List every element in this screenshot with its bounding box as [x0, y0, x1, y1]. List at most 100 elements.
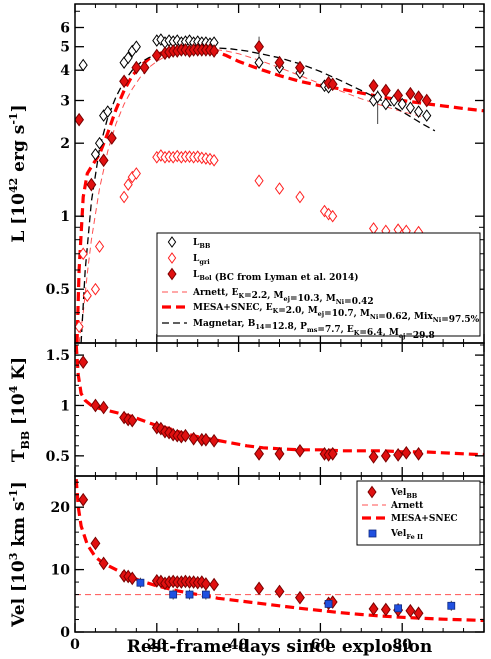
- x-tick-label: 20: [147, 637, 167, 653]
- data-point: [254, 174, 264, 188]
- x-tick-label: 40: [229, 637, 249, 653]
- legend-marker: [167, 236, 177, 248]
- series-0: [78, 355, 424, 464]
- legend-label: LBol (BC from Lyman et al. 2014): [193, 270, 358, 283]
- y-tick-label: 1: [60, 398, 70, 414]
- data-point: [274, 584, 285, 599]
- data-point: [393, 88, 404, 103]
- data-point: [295, 443, 305, 458]
- data-point: [422, 109, 432, 122]
- x-axis-title: Rest-frame days since explosion: [127, 637, 433, 657]
- data-point: [254, 446, 264, 461]
- data-point: [75, 112, 85, 127]
- data-point: [185, 590, 194, 599]
- data-point: [447, 601, 456, 610]
- data-point: [380, 602, 391, 617]
- data-point: [98, 556, 109, 571]
- data-point: [180, 428, 191, 443]
- x-tick-label: 80: [392, 637, 412, 653]
- y-tick-label: 5: [60, 40, 70, 56]
- series-2: [75, 39, 432, 192]
- legend-label: Magnetar, B14=12.8, Pms=7.7, EK=6.4, Mej…: [193, 319, 435, 341]
- x-tick-label: 0: [70, 637, 80, 653]
- data-point: [119, 74, 130, 89]
- data-point: [119, 190, 129, 204]
- data-point: [413, 90, 424, 104]
- data-point: [200, 577, 211, 591]
- data-point: [327, 77, 338, 92]
- data-point: [200, 432, 211, 447]
- data-point: [327, 446, 338, 461]
- data-point: [131, 60, 142, 75]
- panel-velocity: 0 10 20 Vel [103 km s-1] 0 20 40 60 80Rest-frame…: [7, 475, 485, 657]
- legend-marker: [167, 267, 177, 281]
- data-point: [295, 190, 305, 204]
- data-point: [380, 448, 391, 463]
- data-point: [94, 240, 105, 253]
- legend-label: VelFe II: [390, 529, 423, 541]
- data-point: [413, 105, 424, 118]
- data-point: [103, 105, 113, 118]
- plot-area: [75, 344, 484, 464]
- data-point: [151, 48, 162, 63]
- data-point: [90, 398, 101, 413]
- data-point: [123, 178, 133, 191]
- data-point: [413, 606, 424, 621]
- legend-label: LBB: [193, 238, 211, 250]
- data-point: [169, 590, 178, 599]
- data-point: [90, 282, 101, 296]
- data-point: [397, 97, 407, 111]
- data-point: [405, 86, 416, 101]
- data-point: [201, 590, 210, 599]
- data-point: [401, 445, 412, 460]
- data-point: [393, 447, 404, 462]
- data-point: [254, 56, 264, 69]
- data-point: [295, 590, 305, 605]
- data-point: [368, 78, 379, 93]
- data-point: [94, 136, 105, 150]
- series-1: [75, 149, 424, 334]
- y-axis-title: L [1042 erg s-1]: [7, 104, 29, 242]
- data-point: [131, 167, 141, 180]
- legend-box: [356, 480, 481, 546]
- data-point: [78, 58, 88, 72]
- data-point: [274, 446, 285, 461]
- y-tick-label: 0.5: [46, 282, 70, 298]
- legend: LBB Lgri LBol (BC from Lyman et al. 2014) A…: [156, 232, 481, 341]
- y-axis-title: TBB [104 K]: [7, 357, 32, 462]
- data-point: [90, 536, 101, 551]
- data-point: [131, 40, 141, 54]
- model-line-1: [75, 478, 484, 623]
- data-point: [328, 209, 338, 223]
- data-point: [209, 433, 219, 448]
- data-point: [106, 131, 117, 145]
- y-tick-label: 0.5: [46, 449, 70, 465]
- data-point: [405, 603, 416, 618]
- series-1: [136, 578, 456, 613]
- data-point: [381, 97, 391, 111]
- data-point: [127, 571, 138, 586]
- legend-marker: [167, 252, 177, 264]
- data-point: [86, 177, 97, 192]
- data-point: [139, 60, 150, 75]
- legend-label: VelBB: [390, 488, 418, 500]
- data-point: [319, 204, 330, 218]
- legend-box: [156, 232, 481, 337]
- legend-label: Lgri: [193, 254, 210, 266]
- data-point: [188, 431, 199, 446]
- data-point: [421, 93, 432, 108]
- x-tick-label: 60: [311, 637, 331, 653]
- y-tick-label: 4: [60, 63, 70, 79]
- data-point: [209, 153, 219, 167]
- y-tick-label: 10: [51, 563, 71, 579]
- data-point: [75, 320, 84, 334]
- data-point: [324, 600, 333, 608]
- plot-area: [75, 478, 484, 623]
- data-point: [127, 413, 138, 428]
- data-point: [413, 446, 424, 461]
- plot-area: [75, 33, 484, 343]
- data-point: [368, 222, 379, 235]
- data-point: [274, 182, 285, 195]
- data-point: [82, 289, 92, 303]
